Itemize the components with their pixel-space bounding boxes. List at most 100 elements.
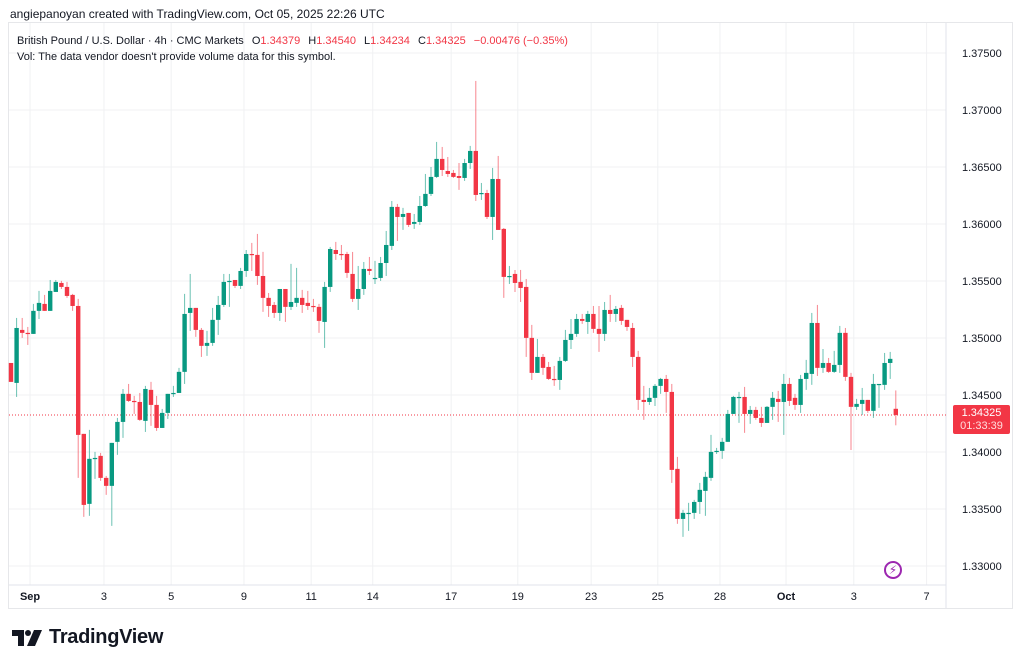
candle[interactable] bbox=[389, 200, 394, 250]
candle[interactable] bbox=[591, 305, 596, 333]
candle[interactable] bbox=[221, 273, 226, 307]
candle[interactable] bbox=[518, 269, 523, 302]
candle[interactable] bbox=[720, 437, 725, 459]
candle[interactable] bbox=[148, 381, 154, 426]
candle[interactable] bbox=[574, 313, 579, 337]
candle[interactable] bbox=[277, 288, 282, 321]
candle[interactable] bbox=[664, 374, 669, 413]
candle[interactable] bbox=[871, 373, 876, 418]
candle[interactable] bbox=[378, 256, 383, 281]
candle[interactable] bbox=[104, 475, 109, 495]
candle[interactable] bbox=[624, 319, 630, 331]
candle[interactable] bbox=[792, 393, 798, 410]
candle[interactable] bbox=[412, 213, 417, 229]
candle[interactable] bbox=[316, 303, 322, 333]
candle[interactable] bbox=[585, 310, 590, 334]
candle[interactable] bbox=[860, 387, 865, 415]
candle[interactable] bbox=[300, 289, 305, 313]
candle[interactable] bbox=[333, 241, 338, 260]
candle[interactable] bbox=[244, 249, 249, 277]
candle[interactable] bbox=[759, 406, 764, 427]
candle[interactable] bbox=[512, 269, 518, 292]
candle[interactable] bbox=[630, 322, 635, 367]
candle[interactable] bbox=[596, 305, 602, 352]
candle[interactable] bbox=[893, 390, 898, 426]
candle[interactable] bbox=[361, 261, 366, 295]
candle[interactable] bbox=[344, 251, 350, 278]
candle[interactable] bbox=[848, 372, 854, 450]
candle[interactable] bbox=[736, 391, 742, 423]
candle[interactable] bbox=[216, 295, 221, 335]
candle[interactable] bbox=[557, 356, 562, 390]
lightning-icon[interactable]: ⚡ bbox=[884, 561, 902, 579]
candle[interactable] bbox=[126, 383, 131, 402]
candle[interactable] bbox=[109, 442, 114, 526]
candle[interactable] bbox=[451, 169, 456, 178]
candle[interactable] bbox=[854, 398, 859, 410]
candle[interactable] bbox=[865, 399, 870, 413]
candle[interactable] bbox=[776, 390, 781, 422]
candle[interactable] bbox=[753, 406, 758, 420]
candle[interactable] bbox=[283, 288, 288, 322]
candle[interactable] bbox=[742, 386, 747, 433]
candle[interactable] bbox=[98, 452, 103, 481]
candle[interactable] bbox=[238, 267, 243, 289]
candle[interactable] bbox=[20, 317, 25, 338]
candle[interactable] bbox=[171, 385, 176, 397]
candle[interactable] bbox=[882, 352, 887, 390]
candle[interactable] bbox=[160, 408, 165, 428]
candle[interactable] bbox=[294, 267, 299, 307]
candle[interactable] bbox=[507, 265, 512, 284]
candle[interactable] bbox=[322, 281, 327, 348]
candle[interactable] bbox=[227, 273, 232, 307]
candle[interactable] bbox=[552, 365, 557, 386]
candle[interactable] bbox=[182, 293, 187, 384]
candle[interactable] bbox=[417, 195, 422, 225]
candle[interactable] bbox=[804, 359, 809, 390]
candle[interactable] bbox=[255, 233, 260, 285]
candle[interactable] bbox=[193, 307, 198, 337]
candle[interactable] bbox=[468, 145, 473, 169]
candle[interactable] bbox=[703, 471, 708, 516]
candle[interactable] bbox=[266, 292, 271, 317]
candle[interactable] bbox=[176, 367, 182, 393]
candle[interactable] bbox=[832, 350, 837, 373]
candle[interactable] bbox=[680, 509, 686, 537]
candle[interactable] bbox=[115, 417, 120, 455]
candle[interactable] bbox=[462, 158, 467, 181]
candle[interactable] bbox=[53, 279, 58, 292]
candle[interactable] bbox=[48, 279, 53, 311]
candle[interactable] bbox=[384, 230, 389, 276]
candle[interactable] bbox=[87, 429, 92, 516]
candle[interactable] bbox=[692, 499, 697, 519]
symbol-title[interactable]: British Pound / U.S. Dollar · 4h · CMC M… bbox=[17, 35, 244, 47]
candle[interactable] bbox=[372, 260, 378, 284]
candle[interactable] bbox=[92, 451, 98, 479]
candle[interactable] bbox=[843, 327, 848, 381]
candle[interactable] bbox=[708, 434, 714, 481]
candle[interactable] bbox=[272, 301, 277, 318]
candle[interactable] bbox=[400, 207, 406, 230]
candle[interactable] bbox=[367, 256, 372, 275]
candle[interactable] bbox=[876, 383, 882, 408]
candle[interactable] bbox=[36, 290, 42, 319]
candle[interactable] bbox=[686, 502, 691, 531]
candle[interactable] bbox=[31, 303, 36, 334]
candle[interactable] bbox=[395, 203, 400, 241]
candle[interactable] bbox=[479, 182, 484, 200]
candle[interactable] bbox=[204, 330, 210, 356]
candle[interactable] bbox=[540, 353, 546, 375]
candle[interactable] bbox=[76, 298, 81, 478]
candle[interactable] bbox=[837, 325, 842, 373]
candle[interactable] bbox=[14, 317, 19, 397]
candle[interactable] bbox=[154, 395, 159, 431]
candle[interactable] bbox=[815, 304, 820, 376]
candle[interactable] bbox=[619, 304, 624, 325]
candle[interactable] bbox=[120, 388, 126, 438]
candle[interactable] bbox=[675, 456, 680, 524]
candle[interactable] bbox=[70, 293, 75, 311]
candle[interactable] bbox=[165, 393, 170, 419]
candle[interactable] bbox=[602, 301, 607, 341]
candle[interactable] bbox=[350, 251, 355, 302]
candle[interactable] bbox=[339, 244, 344, 260]
